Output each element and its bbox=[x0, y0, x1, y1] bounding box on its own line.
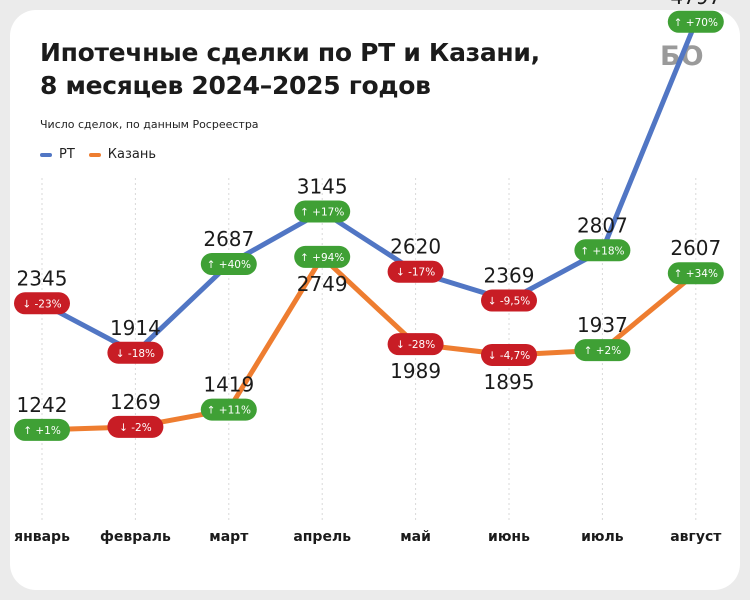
change-badge-rt bbox=[667, 10, 724, 33]
change-badge-kazan bbox=[107, 415, 164, 438]
value-label-kazan: 1269 bbox=[110, 390, 161, 414]
change-badge-text: ↓ -9,5% bbox=[488, 296, 531, 308]
change-badge-kazan bbox=[481, 343, 537, 366]
value-label-kazan: 1989 bbox=[390, 359, 441, 383]
legend-label-rt: РТ bbox=[59, 147, 75, 162]
change-badge-kazan bbox=[574, 339, 631, 362]
value-label-kazan: 1419 bbox=[203, 373, 254, 397]
value-label-rt: 3145 bbox=[297, 174, 348, 198]
x-tick-label: август bbox=[670, 529, 722, 545]
x-tick-label: февраль bbox=[100, 529, 171, 545]
value-label-rt: 1914 bbox=[110, 316, 161, 340]
change-badge-rt bbox=[14, 292, 70, 315]
change-badge-text: ↓ -4,7% bbox=[488, 350, 531, 362]
change-badge-text: ↑ +2% bbox=[584, 345, 622, 357]
legend-label-kazan: Казань bbox=[107, 147, 157, 162]
value-label-kazan: 2749 bbox=[297, 272, 348, 296]
change-badge-rt bbox=[387, 260, 444, 283]
value-label-rt: 2687 bbox=[203, 227, 254, 251]
value-label-rt: 2345 bbox=[17, 266, 68, 290]
value-label-kazan: 1895 bbox=[484, 370, 535, 394]
change-badge-rt bbox=[574, 239, 631, 262]
x-tick-label: январь bbox=[14, 529, 70, 545]
chart-title: Ипотечные сделки по РТ и Казани, 8 месяц… bbox=[40, 38, 540, 100]
x-tick-labels: январь февраль март апрель май июнь июль август bbox=[14, 529, 722, 545]
change-badge-text: ↓ -23% bbox=[22, 298, 61, 310]
chart-subtitle: Число сделок, по данным Росреестра bbox=[40, 118, 259, 131]
change-badges: ↓ -23% ↓ -18% ↑ +40% ↑ +17% ↓ -17% ↓ -9,5% ↑ +… bbox=[14, 10, 724, 441]
value-label-rt: 4797 bbox=[670, 0, 721, 9]
change-badge-text: ↓ -28% bbox=[396, 339, 435, 351]
change-badge-text: ↑ +34% bbox=[674, 268, 718, 280]
legend-item-rt: РТ bbox=[40, 147, 75, 162]
chart-card bbox=[10, 10, 740, 590]
change-badge-rt bbox=[294, 200, 351, 223]
change-badge-kazan bbox=[387, 333, 444, 356]
change-badge-text: ↑ +11% bbox=[207, 405, 251, 417]
change-badge-text: ↓ -17% bbox=[396, 267, 435, 279]
change-badge-text: ↑ +1% bbox=[23, 425, 61, 437]
change-badge-kazan bbox=[14, 418, 70, 441]
value-labels: 2345 1914 2687 3145 2620 2369 2807 4797 1242 1269… bbox=[17, 0, 722, 417]
x-tick-label: июль bbox=[581, 529, 624, 545]
x-tick-label: март bbox=[209, 529, 249, 545]
change-badge-rt bbox=[200, 253, 257, 276]
change-badge-kazan bbox=[200, 398, 257, 421]
change-badge-text: ↑ +70% bbox=[674, 17, 718, 29]
change-badge-text: ↑ +94% bbox=[300, 252, 344, 264]
change-badge-text: ↑ +40% bbox=[207, 259, 251, 271]
change-badge-kazan bbox=[667, 262, 724, 285]
x-tick-label: апрель bbox=[293, 529, 351, 545]
value-label-kazan: 2607 bbox=[670, 236, 721, 260]
x-tick-label: июнь bbox=[488, 529, 530, 545]
chart-legend: РТ Казань bbox=[40, 147, 170, 162]
legend-item-kazan: Казань bbox=[88, 147, 157, 162]
value-label-rt: 2369 bbox=[484, 264, 535, 288]
value-label-kazan: 1937 bbox=[577, 313, 628, 337]
value-label-rt: 2807 bbox=[577, 213, 628, 237]
change-badge-text: ↓ -2% bbox=[119, 422, 152, 434]
change-badge-text: ↑ +18% bbox=[580, 245, 624, 257]
value-label-rt: 2620 bbox=[390, 235, 441, 259]
change-badge-rt bbox=[481, 289, 537, 312]
x-tick-label: май bbox=[400, 529, 431, 545]
legend-swatch-kazan bbox=[88, 152, 101, 157]
change-badge-text: ↑ +17% bbox=[300, 206, 344, 218]
change-badge-kazan bbox=[294, 245, 351, 268]
value-label-kazan: 1242 bbox=[17, 393, 68, 417]
change-badge-text: ↓ -18% bbox=[116, 348, 155, 360]
legend-swatch-rt bbox=[40, 152, 52, 157]
change-badge-rt bbox=[107, 341, 164, 364]
